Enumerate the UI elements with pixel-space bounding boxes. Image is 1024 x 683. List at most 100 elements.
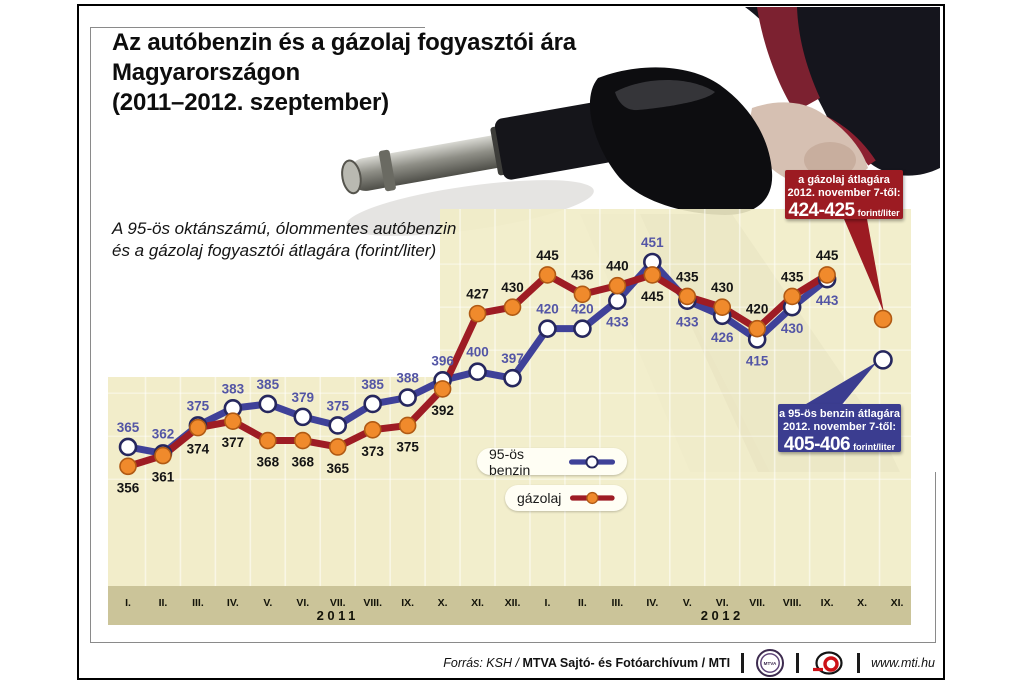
jacket-red-patch: [757, 7, 820, 112]
month-tick-label: X.: [438, 597, 448, 609]
month-tick-label: VI.: [716, 597, 729, 609]
chart-subtitle: A 95-ös oktánszámú, ólommentes autóbenzi…: [112, 218, 456, 261]
legend-benzin-sample: [568, 454, 615, 469]
title-line: (2011–2012. szeptember): [112, 89, 389, 116]
data-point-gazolaj: [748, 319, 766, 338]
value-label-gazolaj: 445: [641, 289, 664, 304]
callout-gazolaj-line1: a gázolaj átlagára: [798, 174, 890, 186]
photo-shadow: [346, 180, 594, 236]
year-label: 2011: [317, 608, 359, 623]
data-point-benzin: [573, 319, 592, 338]
spout-tip: [341, 159, 362, 195]
value-label-benzin: 397: [501, 351, 524, 366]
data-point-benzin: [363, 394, 382, 414]
value-label-benzin: 415: [746, 353, 769, 368]
callout-benzin-value-row: 405-406 forint/liter: [778, 435, 901, 457]
legend-item-gazolaj: gázolaj: [505, 485, 627, 511]
data-point-gazolaj: [433, 380, 452, 398]
data-point-benzin: [468, 362, 487, 382]
mti-logo: [813, 650, 843, 675]
month-tick-label: VI.: [296, 597, 309, 609]
value-label-benzin: 433: [676, 315, 699, 330]
data-point-gazolaj: [678, 287, 697, 306]
legend-benzin-label: 95-ös benzin: [489, 445, 531, 478]
month-tick-label: VIII.: [363, 597, 382, 609]
callout-benzin-value: 405-406: [783, 434, 851, 455]
data-point-benzin: [293, 407, 313, 427]
callout-gazolaj-value-row: 424-425 forint/liter: [785, 201, 903, 223]
callout-benzin-pointer: [801, 362, 877, 407]
month-tick-label: XII.: [505, 597, 521, 609]
month-tick-label: VIII.: [783, 597, 802, 609]
callout-benzin-unit: forint/liter: [853, 442, 896, 452]
month-tick-label: II.: [159, 597, 168, 609]
data-point-gazolaj: [328, 438, 347, 456]
value-label-benzin: 420: [536, 302, 559, 317]
month-tick-label: IV.: [646, 597, 658, 609]
value-label-benzin: 451: [641, 235, 664, 250]
plot-area-left: [108, 377, 440, 586]
value-label-benzin: 385: [361, 377, 384, 392]
nozzle-spout: [341, 101, 614, 195]
website-link: www.mti.hu: [871, 656, 935, 670]
value-label-benzin: 400: [466, 345, 489, 360]
outer-border: [77, 4, 945, 680]
value-label-gazolaj: 436: [571, 267, 594, 282]
value-label-gazolaj: 392: [431, 403, 454, 418]
month-tick-label: IX.: [401, 597, 414, 609]
source-prefix: Forrás: KSH /: [443, 656, 519, 670]
source-archive: MTVA Sajtó- és Fotóarchívum / MTI: [522, 656, 731, 670]
value-label-gazolaj: 365: [326, 461, 349, 476]
future-point-gazolaj: [873, 309, 893, 329]
value-label-gazolaj: 374: [187, 442, 210, 457]
value-label-benzin: 443: [816, 293, 839, 308]
value-label-benzin: 433: [606, 315, 629, 330]
value-label-benzin: 362: [152, 426, 175, 441]
value-label-benzin: 379: [292, 390, 315, 405]
value-label-gazolaj: 361: [152, 470, 175, 485]
data-point-gazolaj: [818, 266, 836, 284]
month-tick-label: IX.: [821, 597, 834, 609]
value-label-gazolaj: 373: [361, 444, 384, 459]
month-tick-label: V.: [263, 597, 272, 609]
nozzle-highlight: [615, 80, 715, 111]
value-label-gazolaj: 427: [466, 287, 489, 302]
value-label-benzin: 430: [781, 321, 804, 336]
mtva-logo: MTVA: [756, 649, 785, 677]
value-label-benzin: 420: [571, 302, 594, 317]
data-point-benzin: [538, 319, 557, 338]
value-label-benzin: 375: [187, 398, 210, 413]
title-line: Magyarországon: [112, 59, 300, 86]
callout-gazolaj-value: 424-425: [788, 200, 855, 221]
value-label-gazolaj: 368: [292, 455, 315, 470]
month-tick-label: V.: [683, 597, 692, 609]
spout-base: [494, 101, 614, 180]
callout-gazolaj-pointer: [844, 219, 884, 313]
data-point-gazolaj: [713, 298, 732, 316]
data-point-gazolaj: [573, 285, 592, 304]
data-point-gazolaj: [468, 304, 487, 323]
footer-divider: [857, 653, 861, 673]
page-title: Az autóbenzin és a gázolaj fogyasztói ár…: [112, 28, 576, 118]
month-tick-label: XI.: [891, 597, 904, 609]
x-axis-band: [108, 586, 911, 625]
value-label-gazolaj: 375: [396, 439, 419, 454]
data-point-gazolaj: [293, 431, 312, 450]
footer-divider: [741, 653, 745, 673]
data-point-benzin: [118, 437, 138, 457]
month-tick-label: III.: [612, 597, 624, 609]
value-label-gazolaj: 430: [501, 280, 524, 295]
month-tick-label: XI.: [471, 597, 484, 609]
hand-shading: [804, 142, 856, 178]
value-label-gazolaj: 435: [676, 269, 699, 284]
data-point-benzin: [328, 416, 348, 435]
value-label-gazolaj: 445: [536, 248, 559, 263]
subtitle-line: és a gázolaj fogyasztói átlagára (forint…: [112, 240, 437, 260]
value-label-gazolaj: 435: [781, 269, 804, 284]
data-point-gazolaj: [259, 431, 277, 450]
legend-gazolaj-sample: [570, 491, 615, 505]
value-label-gazolaj: 356: [117, 480, 140, 495]
callout-benzin-line1: a 95-ös benzin átlagára: [778, 408, 901, 420]
value-label-gazolaj: 420: [746, 302, 769, 317]
callout-benzin-line2: 2012. november 7-től:: [782, 421, 897, 433]
